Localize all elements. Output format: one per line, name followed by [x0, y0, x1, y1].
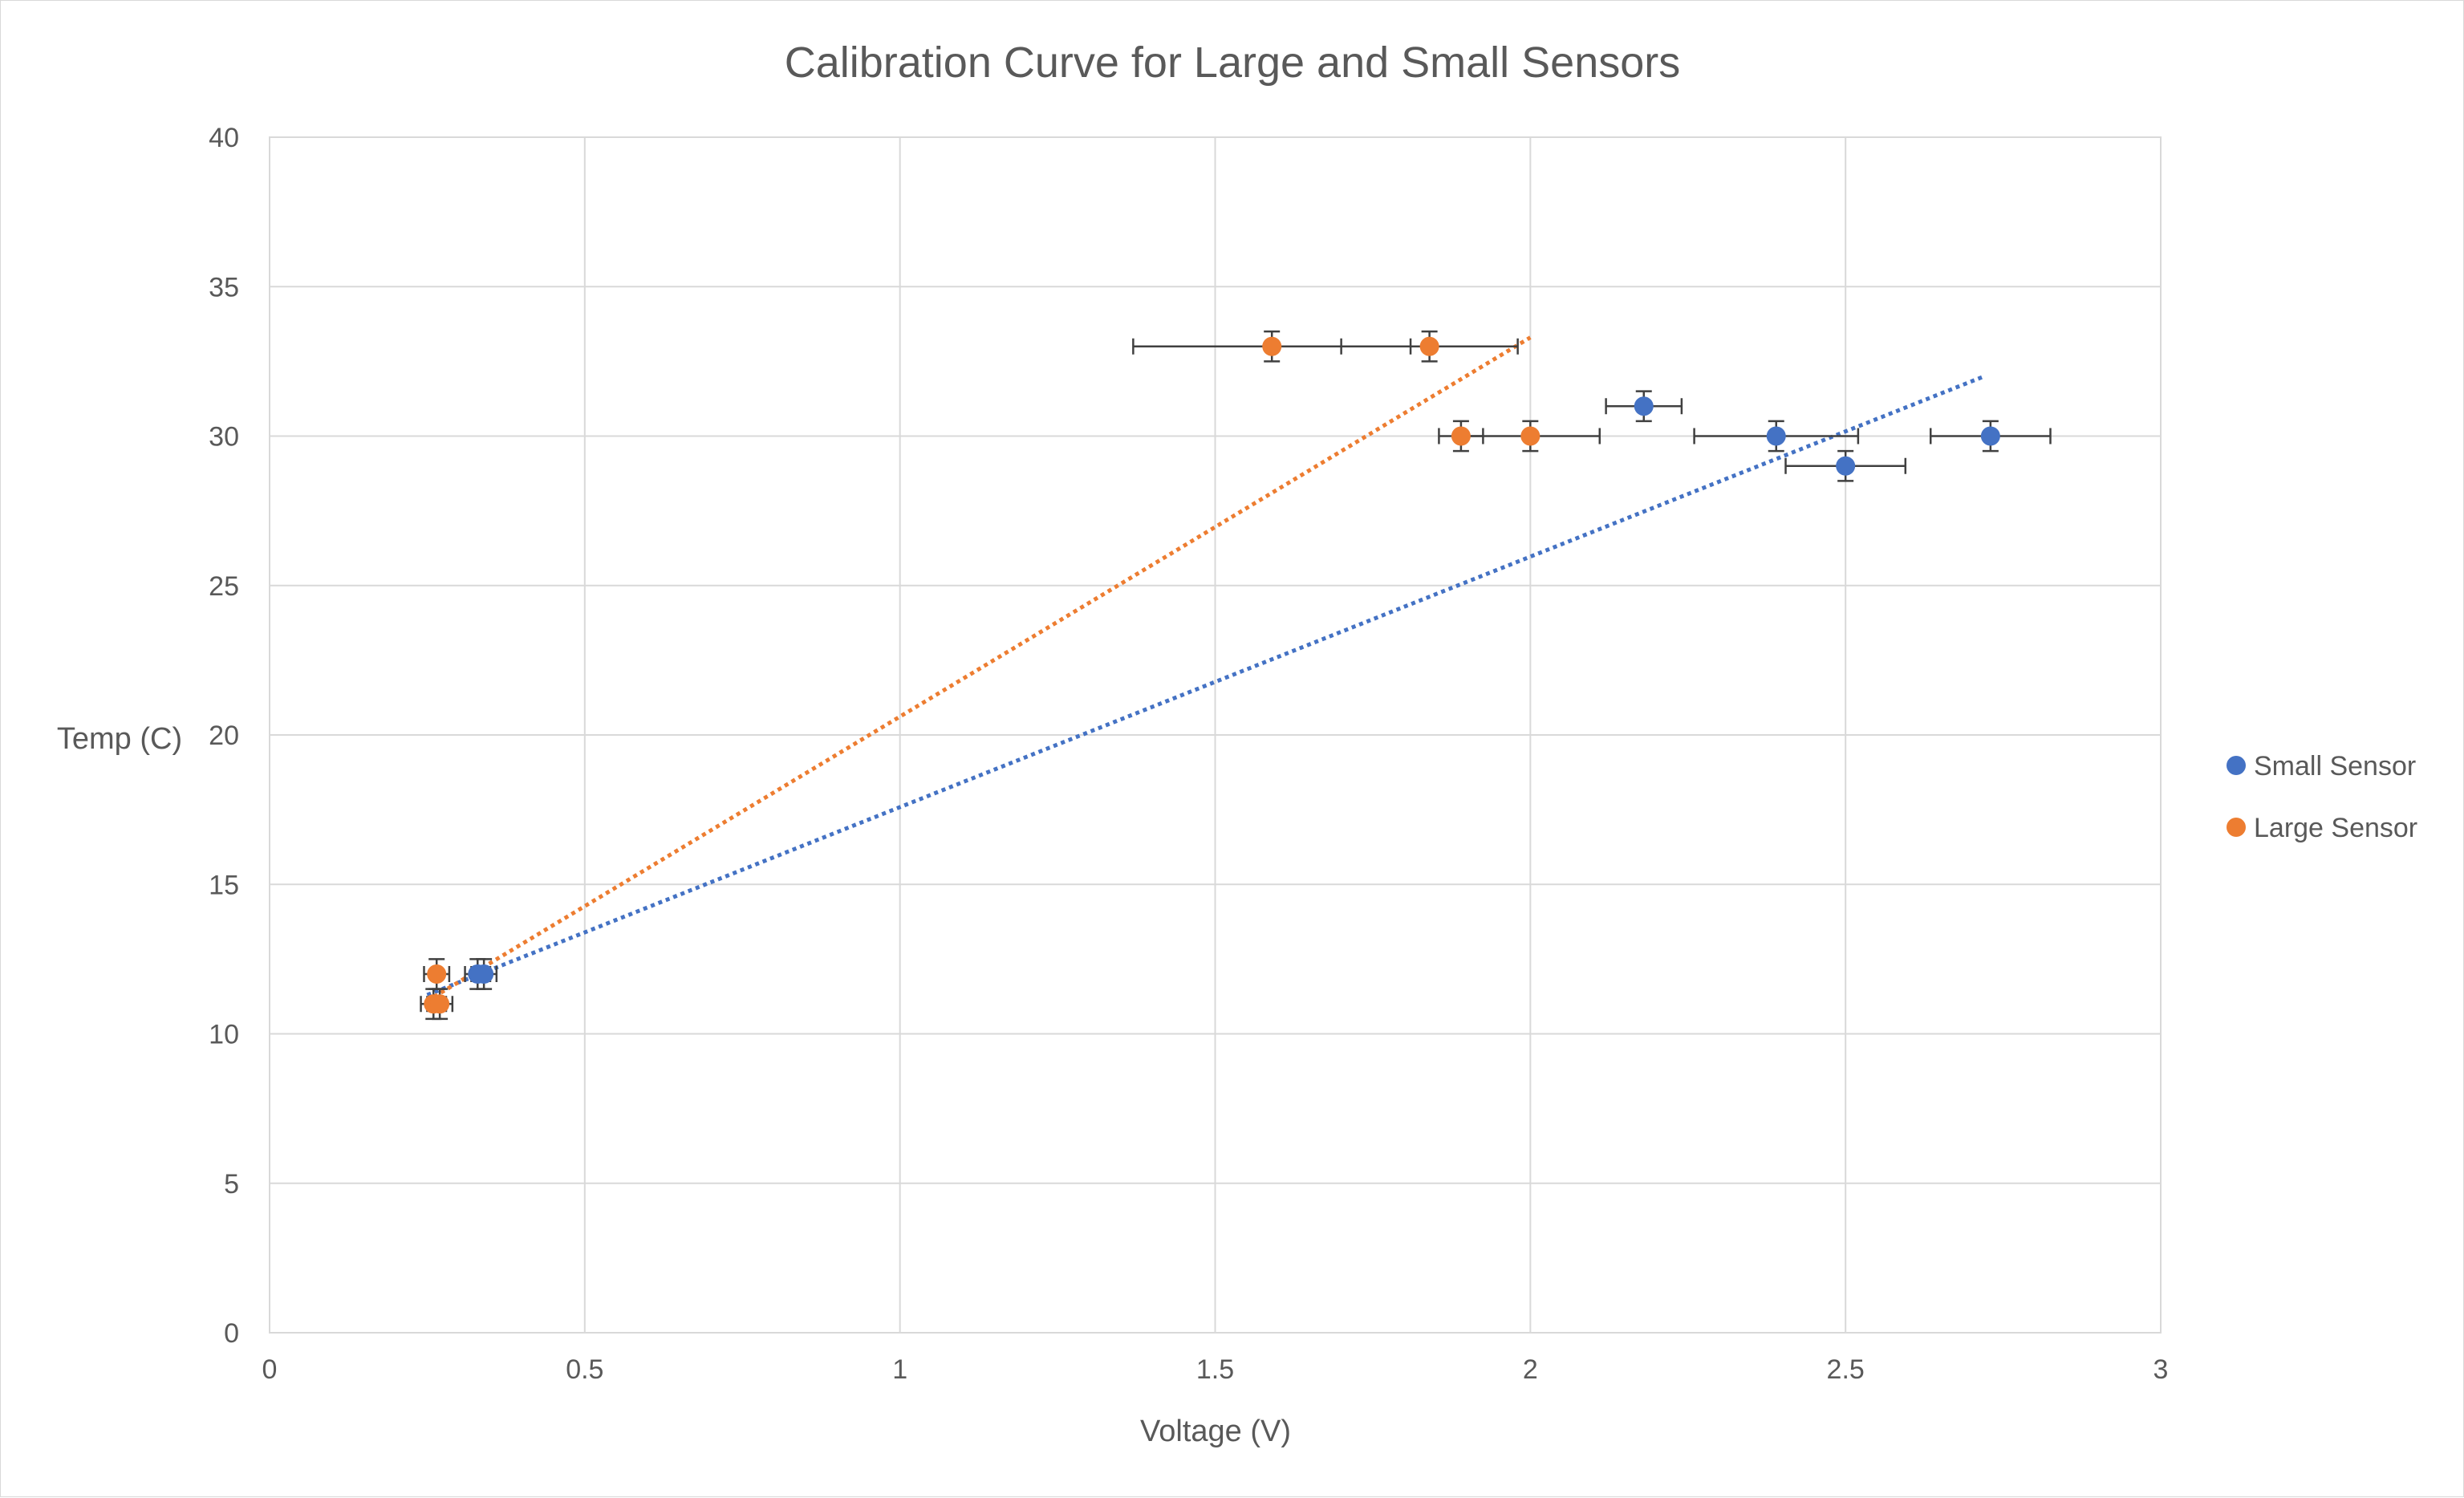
error-bars: [420, 330, 2052, 1021]
small-sensor-point: [1634, 396, 1654, 416]
legend-label-small-sensor: Small Sensor: [2254, 751, 2416, 781]
legend-marker-large-sensor: [2227, 818, 2246, 837]
small-sensor-point: [1980, 426, 2000, 446]
y-tick-label: 35: [209, 272, 239, 302]
large-sensor-point: [427, 964, 447, 984]
legend-marker-small-sensor: [2227, 756, 2246, 775]
large-sensor-point: [430, 994, 450, 1014]
y-tick-label: 30: [209, 422, 239, 453]
y-tick-label: 25: [209, 571, 239, 602]
x-tick-label: 2: [1523, 1354, 1538, 1385]
y-tick-label: 20: [209, 721, 239, 751]
x-axis-title: Voltage (V): [1140, 1415, 1291, 1448]
plot-area-border: [269, 136, 2162, 1334]
x-tick-label: 1.5: [1196, 1354, 1234, 1385]
y-tick-label: 5: [224, 1169, 239, 1200]
large-sensor-point: [1262, 336, 1282, 356]
data-markers: [424, 336, 2000, 1014]
y-tick-label: 10: [209, 1020, 239, 1050]
x-tick-label: 1: [892, 1354, 907, 1385]
x-tick-label: 0: [262, 1354, 278, 1385]
small-sensor-point: [474, 964, 494, 984]
y-tick-label: 0: [224, 1318, 239, 1349]
gridlines: [269, 136, 2162, 1334]
trendline-small-sensor: [426, 374, 1985, 997]
small-sensor-point: [1836, 456, 1856, 476]
x-tick-label: 3: [2153, 1354, 2169, 1385]
x-tick-label: 2.5: [1827, 1354, 1865, 1385]
y-axis-title: Temp (C): [57, 722, 182, 756]
trendlines: [426, 335, 1985, 1003]
x-tick-label: 0.5: [566, 1354, 603, 1385]
y-tick-label: 15: [209, 870, 239, 900]
chart-title: Calibration Curve for Large and Small Se…: [785, 39, 1681, 87]
small-sensor-point: [1766, 426, 1786, 446]
y-tick-label: 40: [209, 123, 239, 153]
large-sensor-point: [1520, 426, 1541, 446]
large-sensor-point: [1419, 336, 1439, 356]
trendline-large-sensor: [426, 335, 1532, 1003]
legend: Small Sensor Large Sensor: [2227, 751, 2417, 843]
legend-label-large-sensor: Large Sensor: [2254, 813, 2417, 843]
large-sensor-point: [1451, 426, 1471, 446]
